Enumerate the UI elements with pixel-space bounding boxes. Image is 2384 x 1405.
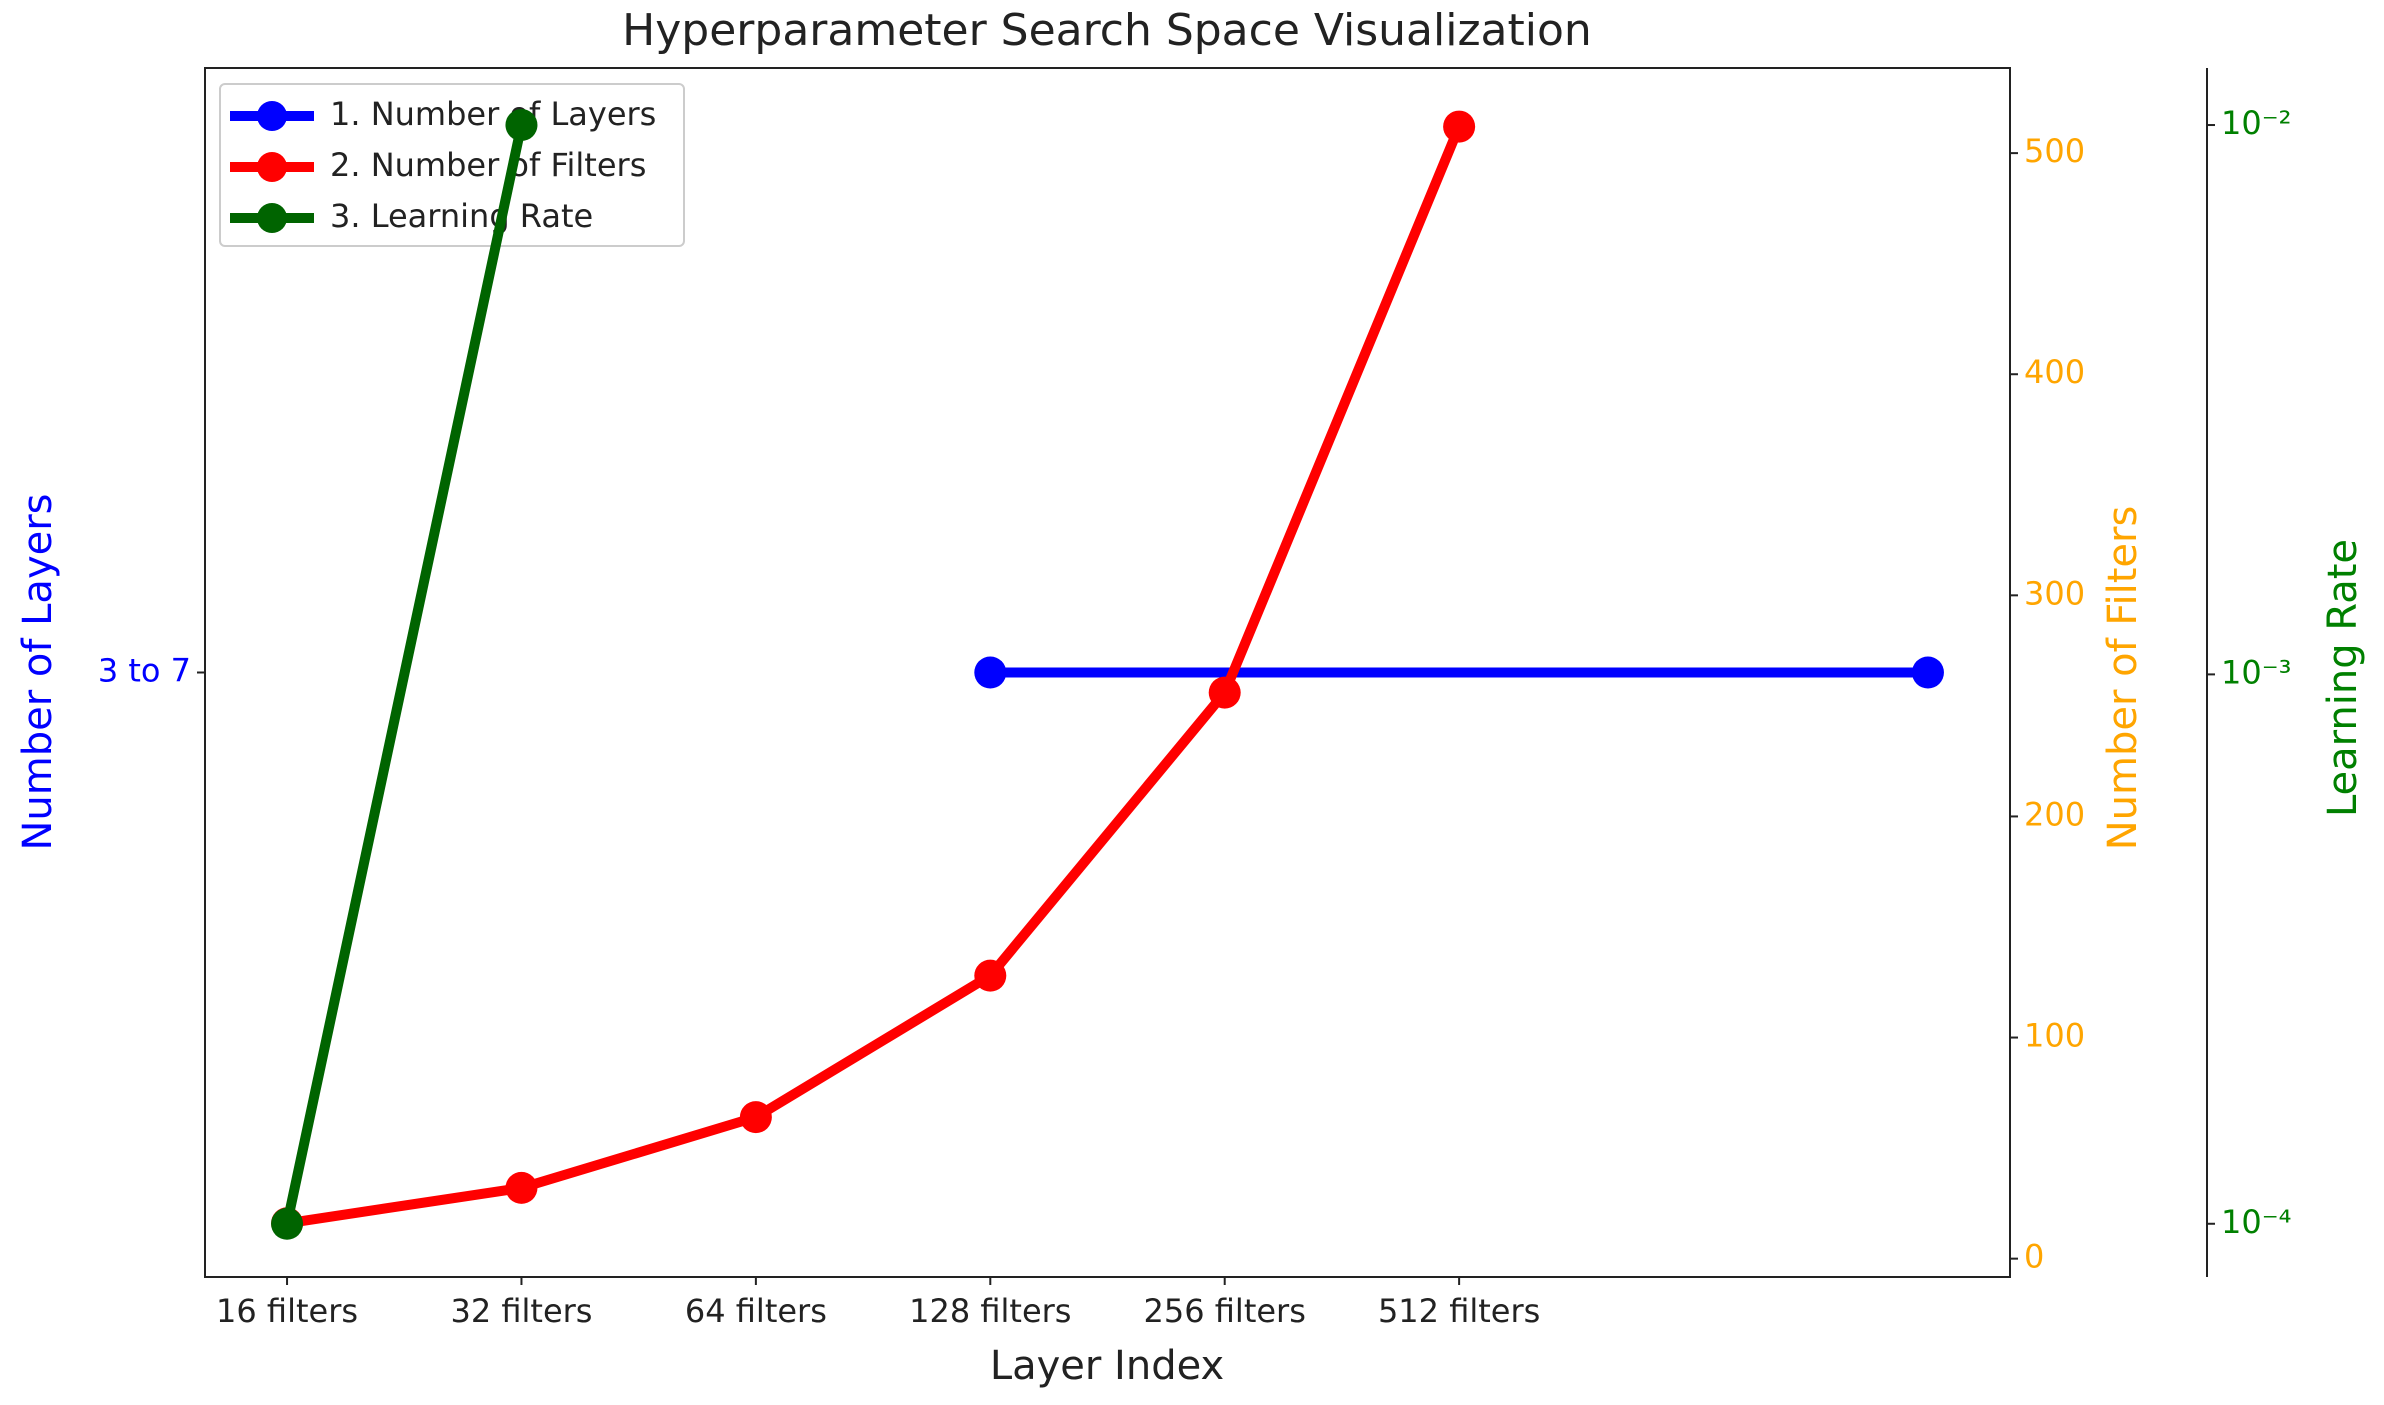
legend-label: 2. Number of Filters [330,146,646,184]
point [739,1101,772,1134]
point [974,656,1007,689]
legend-marker [257,152,287,182]
y2-tick-label: 0 [2024,1238,2044,1276]
legend-label: 1. Number of Layers [330,95,656,133]
x-tick-label: 16 filters [216,1292,358,1330]
point [1443,110,1476,143]
point [505,1171,538,1204]
chart-title: Hyperparameter Search Space Visualizatio… [622,5,1592,56]
series-line [286,124,1464,1229]
legend-label: 3. Learning Rate [330,197,593,235]
y2-tick-label: 500 [2024,132,2085,170]
y3-tick-label: 10⁻² [2221,104,2291,142]
x-tick-label: 64 filters [685,1292,827,1330]
legend-marker [257,101,287,131]
x-tick-label: 32 filters [450,1292,592,1330]
x-tick-label: 512 filters [1378,1292,1540,1330]
point [1208,676,1241,709]
x-tick-label: 128 filters [909,1292,1071,1330]
y2-tick-label: 100 [2024,1017,2085,1055]
y3-tick-label: 10⁻³ [2221,653,2291,691]
y2-axis-label: Number of Filters [2100,506,2146,851]
y-tick-label: 3 to 7 [98,652,191,690]
y3-axis-label: Learning Rate [2320,539,2366,817]
y2-tick-label: 300 [2024,574,2085,612]
legend-box [219,83,685,247]
point [974,959,1007,992]
x-axis-label: Layer Index [990,1343,1224,1389]
y-axis-label: Number of Layers [15,493,61,850]
x-tick-label: 256 filters [1144,1292,1306,1330]
series-line [282,123,527,1225]
legend-marker [257,203,287,233]
y2-tick-label: 400 [2024,353,2085,391]
point [271,1207,304,1240]
point [1911,656,1944,689]
y3-tick-label: 10⁻⁴ [2221,1203,2291,1241]
point [505,109,538,142]
y2-tick-label: 200 [2024,795,2085,833]
